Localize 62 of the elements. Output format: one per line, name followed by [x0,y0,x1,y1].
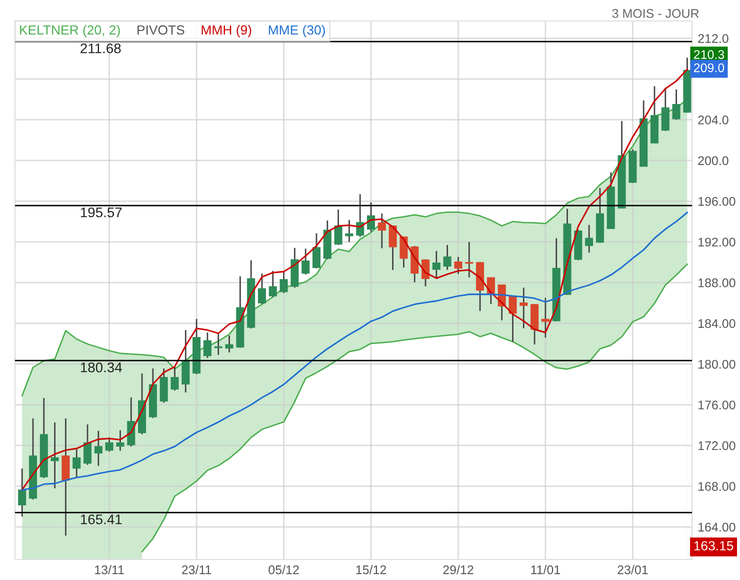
candlestick [182,329,190,394]
candlestick [465,241,474,278]
y-tick-label: 168.00 [698,482,736,491]
candlestick [225,334,234,354]
candlestick [334,208,342,246]
x-tick-label: 23/11 [182,565,212,574]
candlestick [258,272,266,305]
candlestick [432,250,440,278]
chart-title: 3 MOIS - JOUR [612,9,699,18]
candlestick [443,244,452,271]
candlestick [508,295,517,342]
ref-line-label: 195.57 [80,207,122,218]
candlestick [83,424,92,466]
candlestick [94,430,102,467]
y-tick-label: 164.00 [698,522,736,532]
annotation: 209.0 [694,63,724,72]
ref-line-label: 211.68 [80,43,121,54]
text: 163.15 [694,541,734,550]
candlestick [160,368,168,404]
ref-line-label: 180.34 [80,362,122,372]
y-tick-label: 200.0 [698,156,728,166]
candlestick [672,88,680,120]
x-tick-label: 29/12 [443,565,474,574]
y-tick-label: 196.00 [698,196,736,206]
annotation: PIVOTS [138,25,184,35]
candlestick [72,448,81,478]
text: KELTNER (20, 2) [20,24,120,38]
x-tick-label: 13/11 [95,565,124,574]
candlestick [378,212,386,249]
candlestick [116,430,124,452]
text: MME (30) [268,24,325,38]
x-tick-label: 15/12 [356,565,386,574]
candlestick [454,256,462,275]
candlestick [170,366,179,392]
x-tick-label: 23/01 [618,565,648,574]
candlestick [541,297,550,338]
candlestick [585,224,594,254]
candlestick [520,286,528,330]
candlestick [345,219,354,243]
ref-line-label: 165.41 [80,514,122,524]
candlestick [203,332,212,359]
y-tick-label: 176.00 [698,400,736,410]
x-tick-label: 11/01 [531,565,560,574]
candlestick [268,270,277,298]
candlestick [105,436,114,452]
x-tick-label: 05/12 [268,565,299,574]
candlestick [50,422,59,489]
y-tick-label: 212.0 [698,34,728,43]
candlestick [312,232,320,270]
candlestick [388,224,397,271]
y-tick-label: 192.00 [698,238,736,247]
candlestick [280,270,288,294]
text: MMH (9) [202,24,252,38]
y-tick-label: 204.0 [698,116,728,124]
candlestick [18,468,26,518]
y-tick-label: 188.00 [698,278,736,288]
candlestick [661,87,670,132]
candlestick [302,248,310,276]
annotation: 210.3 [694,50,724,59]
y-tick-label: 184.00 [698,319,736,328]
y-tick-label: 172.00 [698,441,736,450]
y-tick-label: 180.00 [698,360,736,369]
